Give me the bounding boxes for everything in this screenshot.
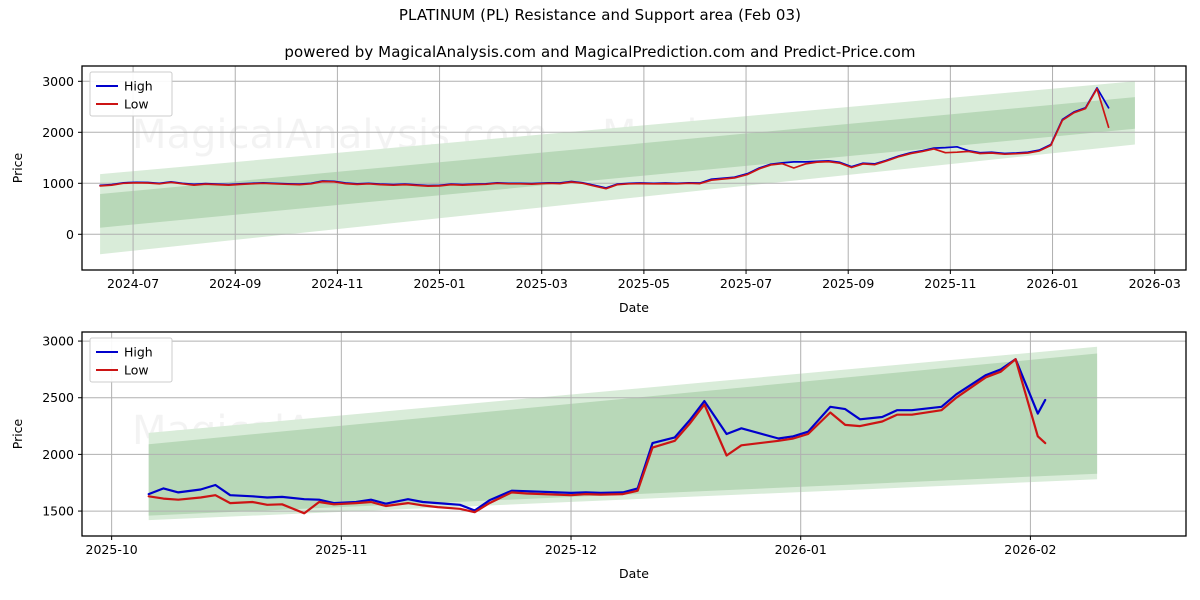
page-subtitle: powered by MagicalAnalysis.com and Magic… [284,43,916,61]
x-tick-label: 2025-07 [720,276,772,291]
band-group [148,346,1098,521]
x-tick-label: 2024-07 [107,276,159,291]
inner-band [148,353,1098,516]
band-group [100,81,1135,255]
top-chart: MagicalAnalysis.comMagicalPrediction.com… [10,65,1187,315]
x-tick-label: 2026-02 [1004,542,1056,557]
legend-label-low: Low [124,97,149,112]
inner-band [100,97,1135,228]
series-line-high [147,358,1047,512]
legend: High Low [89,337,173,383]
x-tick-label: 2025-01 [413,276,465,291]
series-group [147,358,1047,515]
y-tick-label: 3000 [42,334,74,349]
plot-spine [81,331,1187,537]
y-tick-label: 1500 [42,504,74,519]
y-axis-label: Price [10,418,25,449]
x-tick-label: 2026-01 [775,542,827,557]
series-line-low [147,358,1047,515]
page-title: PLATINUM (PL) Resistance and Support are… [398,6,802,24]
x-axis-label: Date [619,300,649,315]
y-tick-label: 2000 [42,125,74,140]
x-tick-label: 2024-09 [209,276,261,291]
y-tick-label: 3000 [42,74,74,89]
legend-label-high: High [124,345,153,360]
x-tick-label: 2025-11 [315,542,367,557]
bottom-chart: MagicalAnalysis.comMagicalPrediction.com… [10,331,1187,581]
x-axis-label: Date [619,566,649,581]
series-group [99,87,1110,190]
legend: High Low [89,71,173,117]
x-tick-label: 2025-09 [822,276,874,291]
series-line-low [99,87,1110,190]
x-tick-label: 2026-01 [1026,276,1078,291]
y-tick-label: 1000 [42,176,74,191]
x-tick-label: 2025-05 [618,276,670,291]
y-tick-label: 0 [66,227,74,242]
x-tick-label: 2026-03 [1129,276,1181,291]
plot-spine [81,65,1187,271]
legend-label-low: Low [124,363,149,378]
x-tick-label: 2025-11 [924,276,976,291]
x-tick-label: 2025-03 [516,276,568,291]
gridlines [82,332,1186,536]
legend-label-high: High [124,79,153,94]
x-tick-label: 2025-12 [545,542,597,557]
x-tick-label: 2024-11 [311,276,363,291]
y-tick-label: 2000 [42,447,74,462]
y-axis-label: Price [10,152,25,183]
x-tick-label: 2025-10 [86,542,138,557]
y-tick-label: 2500 [42,390,74,405]
